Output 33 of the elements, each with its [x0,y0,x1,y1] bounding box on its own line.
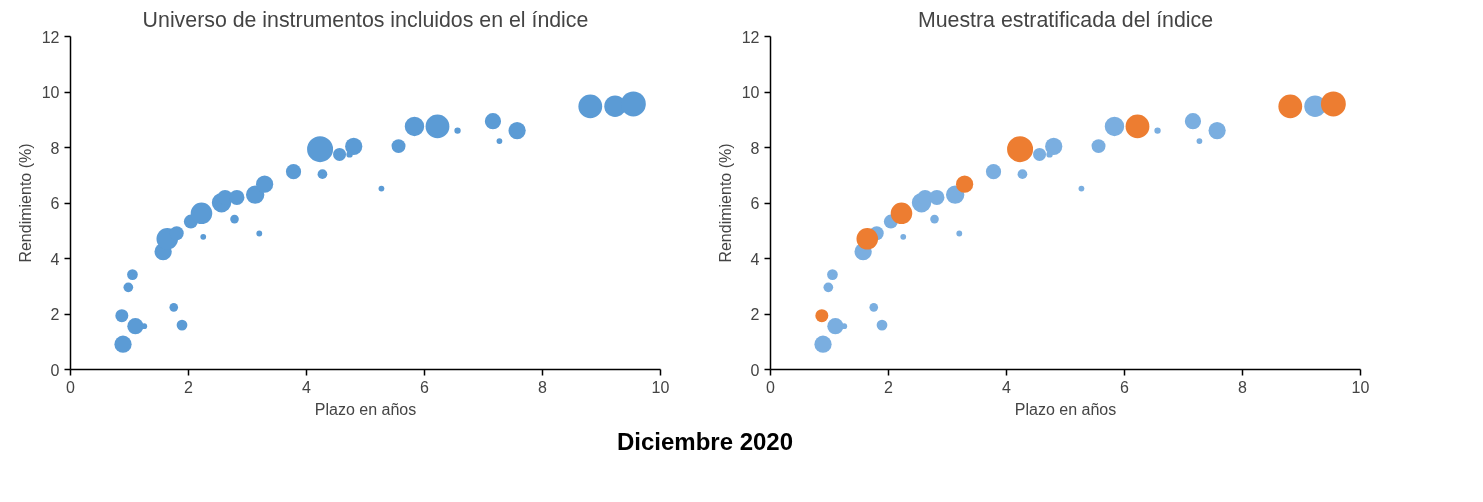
y-tick-label: 6 [50,195,60,212]
x-tick-label: 2 [184,378,194,396]
x-tick-label: 10 [651,378,670,396]
y-tick-label: 0 [750,361,760,379]
x-axis-title: Plazo en años [314,400,417,418]
x-tick-label: 6 [1120,378,1130,396]
y-tick-label: 12 [741,28,760,46]
x-tick-label: 0 [66,378,76,396]
text: Diciembre 2020 [616,427,794,457]
y-tick-label: 2 [50,306,60,323]
chart-title: Muestra estratificada del índice [917,7,1214,32]
y-tick-label: 8 [50,139,60,157]
y-tick-label: 6 [750,195,760,212]
x-tick-label: 4 [302,378,312,396]
y-axis-title: Rendimiento (%) [16,143,34,263]
x-tick-label: 8 [1238,378,1248,396]
x-tick-label: 10 [1351,378,1370,396]
y-axis-title: Rendimiento (%) [716,143,734,263]
y-tick-label: 4 [750,250,760,268]
x-axis-title: Plazo en años [1014,400,1117,418]
x-tick-label: 8 [538,378,548,396]
x-tick-label: 0 [766,378,776,396]
y-tick-label: 2 [750,306,760,323]
x-tick-label: 2 [884,378,894,396]
x-tick-label: 4 [1002,378,1012,396]
y-tick-label: 10 [741,84,760,101]
y-tick-label: 12 [41,28,60,46]
y-tick-label: 8 [750,139,760,157]
y-tick-label: 4 [50,250,60,268]
y-tick-label: 0 [50,361,60,379]
x-tick-label: 6 [420,378,430,396]
chart-title: Universo de instrumentos incluidos en el índice [142,7,589,32]
y-tick-label: 10 [41,84,60,101]
